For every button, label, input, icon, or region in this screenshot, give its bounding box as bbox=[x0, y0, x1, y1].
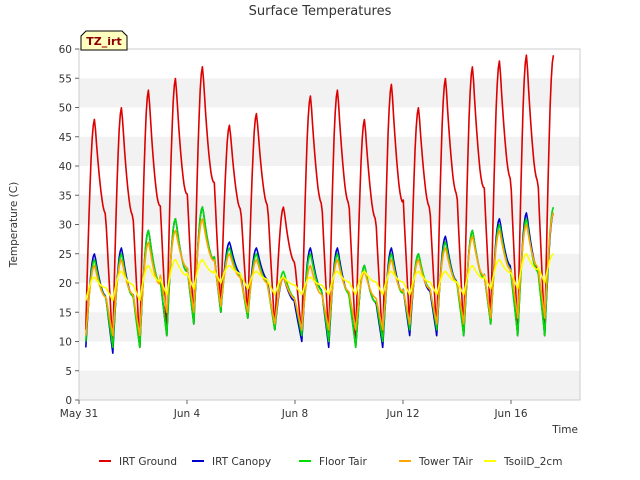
series-line-tower-tair bbox=[85, 212, 555, 337]
legend-label: Tower TAir bbox=[418, 456, 473, 468]
y-tick-label: 40 bbox=[59, 161, 72, 173]
y-tick-label: 25 bbox=[59, 249, 72, 261]
grid-band bbox=[79, 370, 580, 400]
x-axis-label: Time bbox=[551, 424, 578, 436]
y-tick-label: 0 bbox=[65, 395, 72, 407]
site-badge: TZ_irt bbox=[80, 30, 128, 51]
legend-label: IRT Ground bbox=[119, 456, 177, 468]
y-tick-label: 15 bbox=[59, 307, 72, 319]
x-axis-ticks: May 31 Jun 4 Jun 8 Jun 12 Jun 16 bbox=[60, 400, 528, 420]
y-tick-label: 20 bbox=[59, 278, 72, 290]
legend-label: IRT Canopy bbox=[212, 456, 271, 468]
y-tick-label: 35 bbox=[59, 190, 72, 202]
grid-band bbox=[79, 195, 580, 225]
legend: IRT Ground IRT Canopy Floor Tair Tower TAir… bbox=[99, 456, 562, 468]
badge-text: TZ_irt bbox=[86, 35, 121, 48]
x-tick-label: May 31 bbox=[60, 408, 98, 420]
y-tick-label: 45 bbox=[59, 132, 72, 144]
grid-band bbox=[79, 78, 580, 108]
series-line-irt-ground bbox=[85, 54, 555, 349]
y-tick-label: 60 bbox=[59, 44, 72, 56]
x-tick-label: Jun 12 bbox=[385, 408, 419, 420]
legend-label: TsoilD_2cm bbox=[503, 456, 562, 468]
y-axis-label: Temperature (C) bbox=[8, 182, 20, 268]
grid-band bbox=[79, 136, 580, 166]
x-tick-label: Jun 16 bbox=[493, 408, 527, 420]
x-tick-label: Jun 8 bbox=[281, 408, 308, 420]
grid-bands bbox=[79, 49, 580, 400]
badge-shape bbox=[80, 30, 128, 51]
x-tick-label: Jun 4 bbox=[173, 408, 201, 420]
y-tick-label: 55 bbox=[59, 73, 72, 85]
y-axis-ticks: 0 5 10 15 20 25 30 35 40 45 50 55 60 bbox=[59, 44, 79, 407]
y-tick-label: 30 bbox=[59, 220, 72, 232]
y-tick-label: 10 bbox=[59, 337, 72, 349]
y-tick-label: 5 bbox=[65, 366, 72, 378]
legend-label: Floor Tair bbox=[319, 456, 367, 468]
series-lines bbox=[85, 54, 555, 354]
y-tick-label: 50 bbox=[59, 103, 72, 115]
chart-title: Surface Temperatures bbox=[249, 4, 392, 19]
series-line-tsoild-2cm bbox=[85, 253, 554, 302]
